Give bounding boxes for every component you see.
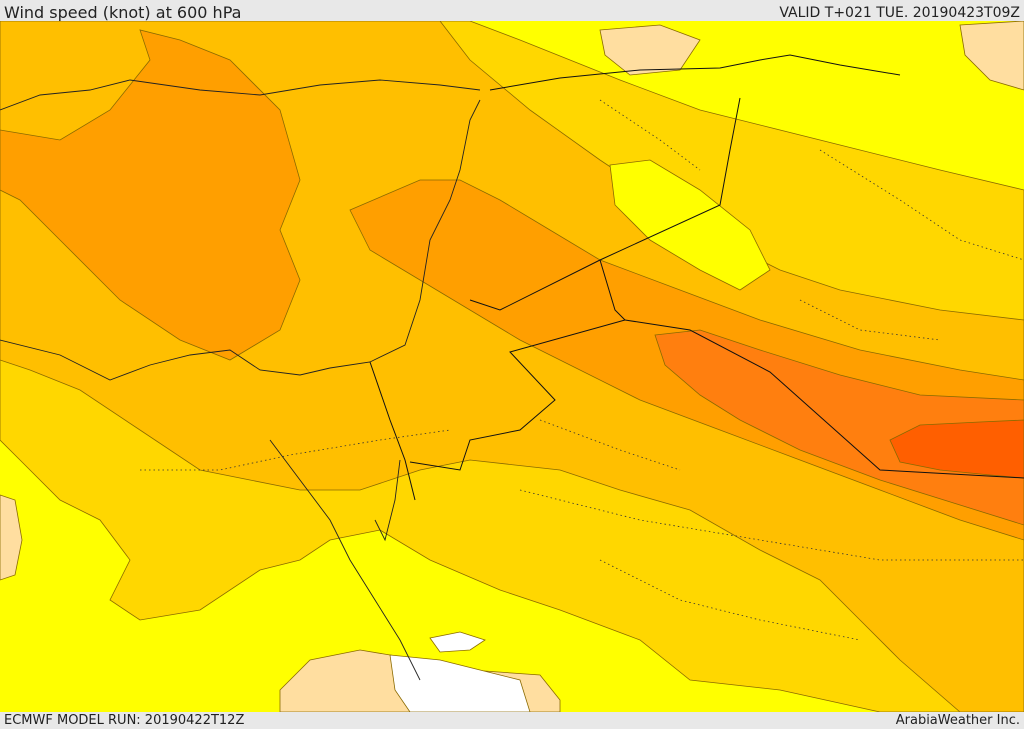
shade-orange [0,29,301,361]
border [409,259,626,471]
border [469,97,741,311]
coastline [0,99,481,381]
border [369,361,416,501]
shade-red-orange [889,419,1024,479]
shade-wheat [0,494,23,581]
border [489,54,901,91]
header-bar: Wind speed (knot) at 600 hPa VALID T+021… [0,0,1024,22]
valid-time: VALID T+021 TUE. 20190423T09Z [779,5,1020,21]
coastline [374,459,401,542]
shade-yellow-patch [609,159,771,291]
credit-label: ArabiaWeather Inc. [895,713,1020,728]
shade-white [389,654,531,712]
map-title: Wind speed (knot) at 600 hPa [4,3,242,22]
border [624,319,1024,479]
shade-white [429,631,486,653]
shade-wheat [959,21,1024,91]
model-run: ECMWF MODEL RUN: 20190422T12Z [4,713,245,728]
province-line [140,99,1024,641]
coastline [269,439,421,681]
wind-speed-map [0,21,1024,712]
coastline [0,79,481,111]
shade-wheat [599,24,701,76]
shade-dark-orange [654,329,1024,526]
footer-bar: ECMWF MODEL RUN: 20190422T12Z ArabiaWeat… [0,712,1024,729]
